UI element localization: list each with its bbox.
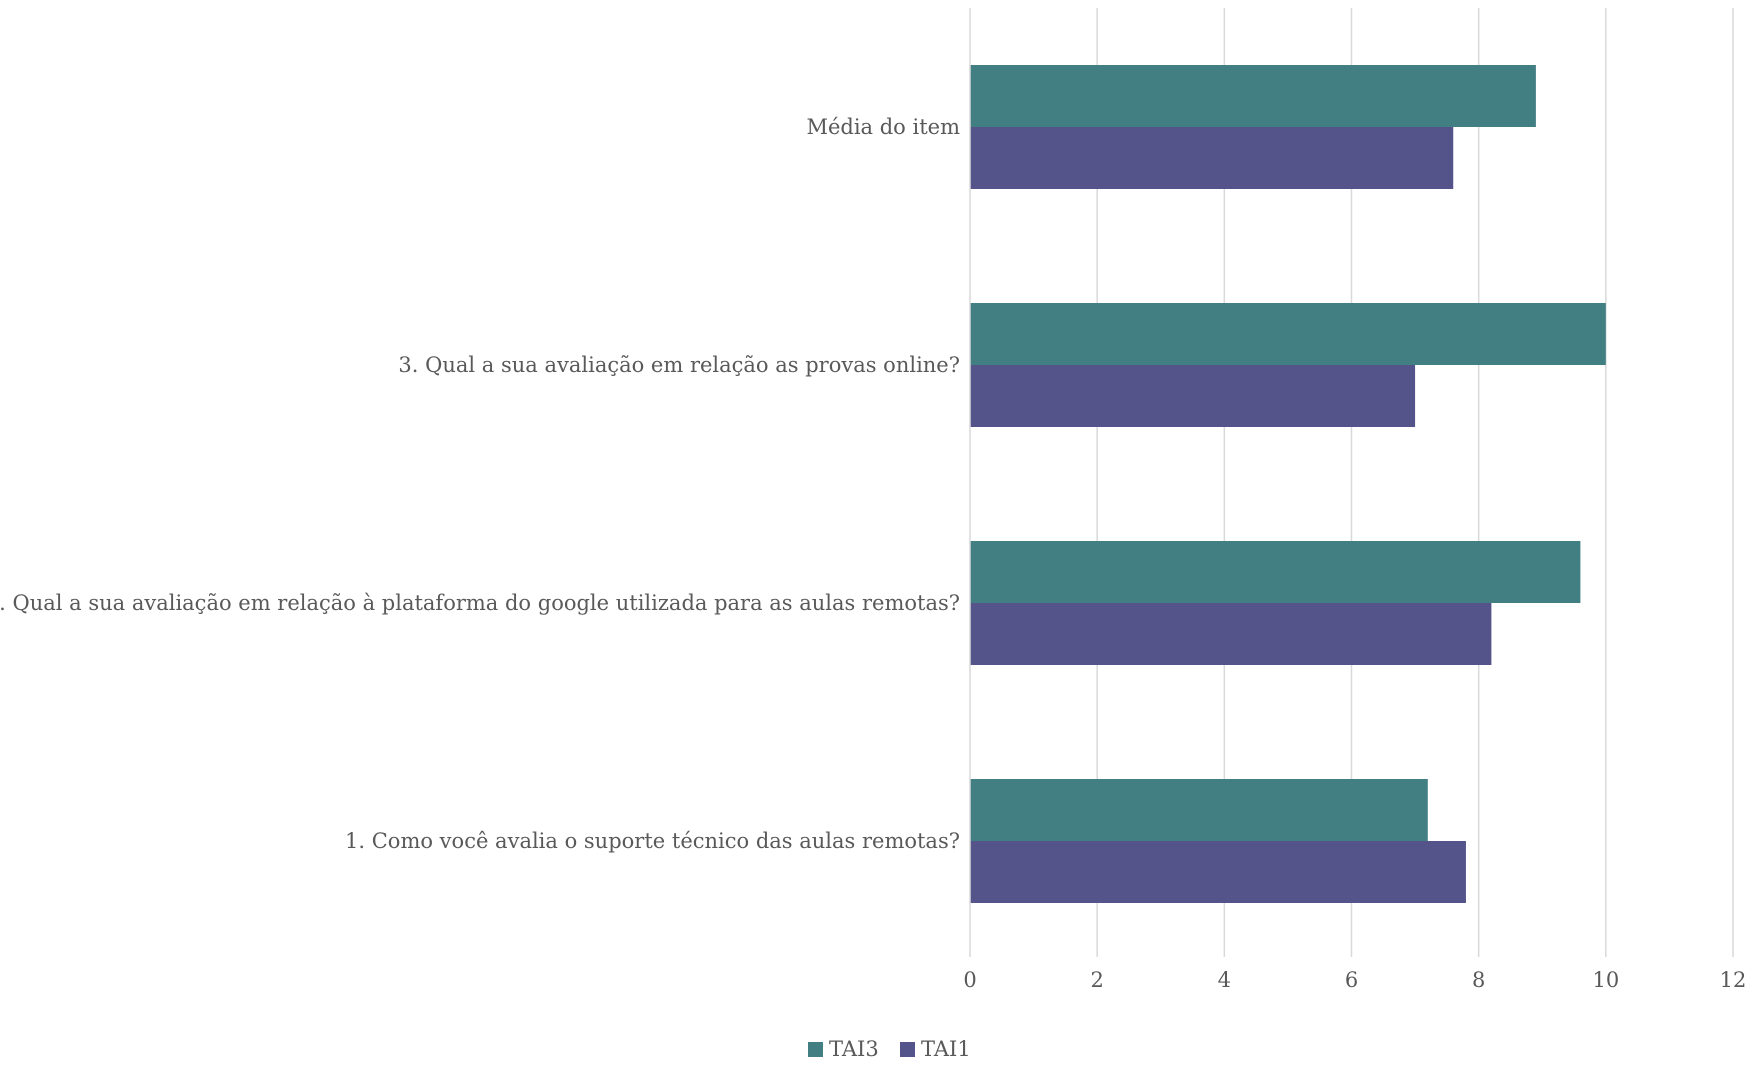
bar-tai3-0 (970, 779, 1428, 841)
legend: TAI3 TAI1 (808, 1037, 971, 1061)
category-labels: 1. Como você avalia o suporte técnico da… (0, 115, 960, 853)
legend-swatch-tai1 (900, 1042, 915, 1057)
x-tick-label: 4 (1218, 968, 1231, 992)
x-tick-label: 10 (1592, 968, 1619, 992)
category-label: 3. Qual a sua avaliação em relação as pr… (398, 353, 960, 377)
legend-label-tai1: TAI1 (921, 1037, 971, 1061)
category-label: 2. Qual a sua avaliação em relação à pla… (0, 591, 960, 615)
category-label: Média do item (806, 115, 960, 139)
bar-tai1-0 (970, 841, 1466, 903)
x-tick-labels: 0 2 4 6 8 10 12 (963, 968, 1746, 992)
x-tick-label: 2 (1090, 968, 1103, 992)
bar-tai3-1 (970, 541, 1581, 603)
x-tick-label: 0 (963, 968, 976, 992)
bar-tai3-3 (970, 65, 1536, 127)
x-tick-label: 6 (1345, 968, 1358, 992)
category-label: 1. Como você avalia o suporte técnico da… (345, 829, 960, 853)
x-tick-label: 8 (1472, 968, 1485, 992)
bars (970, 65, 1606, 903)
legend-label-tai3: TAI3 (829, 1037, 879, 1061)
bar-tai3-2 (970, 303, 1606, 365)
bar-tai1-2 (970, 365, 1416, 427)
bar-tai1-1 (970, 603, 1492, 665)
bar-tai1-3 (970, 127, 1454, 189)
x-tick-label: 12 (1720, 968, 1747, 992)
legend-swatch-tai3 (808, 1042, 823, 1057)
